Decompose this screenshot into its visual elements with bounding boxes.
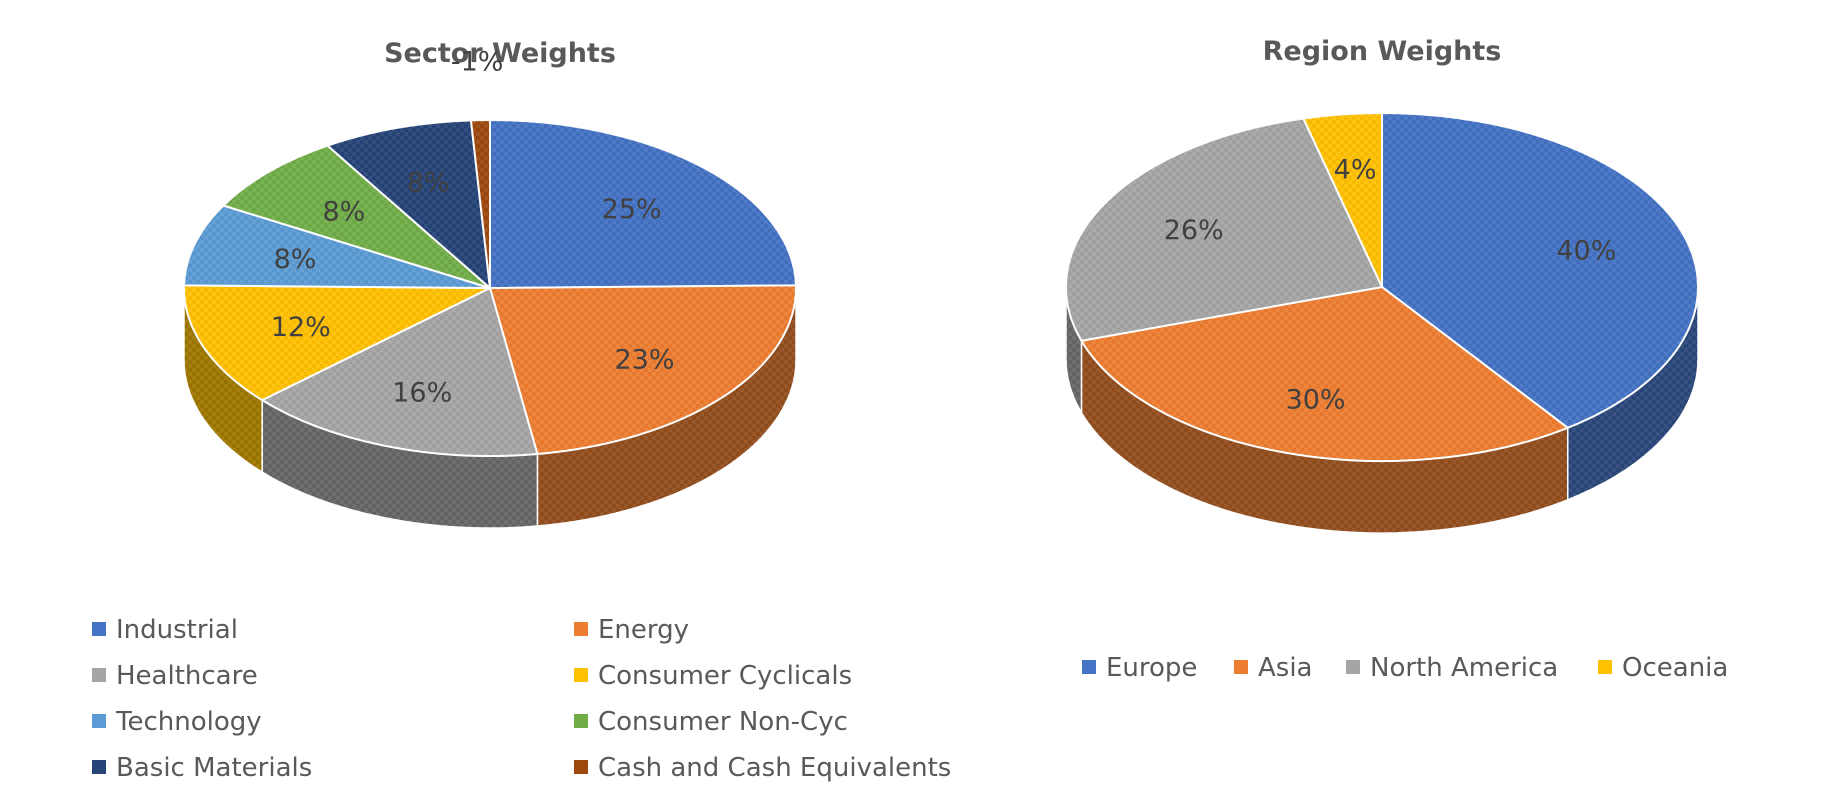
region-weights-slices: [1065, 111, 1699, 462]
legend-label-consumer-non-cyc: Consumer Non-Cyc: [598, 707, 848, 737]
legend-item-north-america: North America: [1346, 653, 1558, 683]
legend-swatch-consumer-cyclicals: [574, 668, 588, 682]
legend-label-industrial: Industrial: [116, 615, 238, 645]
sector-pie: 25%23%16%12%8%8%8%-1%: [183, 46, 797, 529]
slice-texture-consumer-non-cyc: [223, 145, 491, 288]
legend-item-asia: Asia: [1234, 653, 1313, 683]
legend-swatch-europe: [1082, 660, 1096, 674]
legend-label-europe: Europe: [1106, 653, 1197, 683]
region-weights-data-labels: 40% 30% 26% 4%: [1164, 155, 1617, 416]
slice-texture-oceania: [1303, 113, 1382, 287]
slice-texture-energy: [490, 285, 797, 454]
region-legend: Europe Asia North America Oceania: [1082, 653, 1728, 683]
legend-label-basic-materials: Basic Materials: [116, 753, 312, 783]
legend-swatch-north-america: [1346, 660, 1360, 674]
legend-swatch-basic-materials: [92, 760, 106, 774]
sector-weights-chart: Sector Weights 25%23%16%12%8%8%8%-1% Ind…: [92, 38, 951, 783]
data-label-cash-and-cash-equivalents: -1%: [451, 46, 504, 77]
legend-item-cash-and-cash-equivalents: Cash and Cash Equivalents: [574, 753, 951, 783]
legend-label-oceania: Oceania: [1622, 653, 1728, 683]
slice-texture-north-america: [1066, 118, 1382, 341]
legend-swatch-cash-and-cash-equivalents: [574, 760, 588, 774]
legend-label-energy: Energy: [598, 615, 689, 645]
sector-chart-title: Sector Weights: [384, 38, 616, 69]
legend-label-consumer-cyclicals: Consumer Cyclicals: [598, 661, 852, 691]
legend-swatch-consumer-non-cyc: [574, 714, 588, 728]
slice-texture-europe: [1382, 113, 1698, 428]
side-texture-energy: [537, 288, 796, 526]
legend-label-healthcare: Healthcare: [116, 661, 258, 691]
legend-item-basic-materials: Basic Materials: [92, 753, 312, 783]
legend-item-energy: Energy: [574, 615, 689, 645]
legend-swatch-asia: [1234, 660, 1248, 674]
data-label-europe: 40%: [1556, 235, 1616, 266]
data-label-basic-materials: 8%: [407, 167, 450, 198]
legend-label-asia: Asia: [1258, 653, 1313, 683]
slice-texture-asia: [1081, 287, 1568, 462]
legend-item-oceania: Oceania: [1598, 653, 1728, 683]
side-texture-north-america: [1066, 287, 1082, 413]
region-chart-title: Region Weights: [1263, 36, 1502, 67]
slice-texture-basic-materials: [327, 120, 490, 288]
data-label-consumer-non-cyc: 8%: [322, 196, 365, 227]
legend-swatch-energy: [574, 622, 588, 636]
data-label-technology: 8%: [274, 244, 317, 275]
side-texture-consumer-cyclicals: [184, 288, 263, 473]
side-texture-asia: [1081, 340, 1568, 533]
data-label-energy: 23%: [614, 344, 674, 375]
legend-swatch-industrial: [92, 622, 106, 636]
sector-weights-slices: [183, 118, 797, 457]
slice-texture-industrial: [490, 120, 796, 288]
data-label-consumer-cyclicals: 12%: [271, 312, 331, 343]
slice-texture-technology: [184, 205, 491, 288]
slice-texture-consumer-cyclicals: [184, 285, 490, 401]
legend-swatch-technology: [92, 714, 106, 728]
legend-label-north-america: North America: [1370, 653, 1558, 683]
data-label-industrial: 25%: [602, 194, 662, 225]
legend-item-consumer-non-cyc: Consumer Non-Cyc: [574, 707, 848, 737]
sector-legend: Industrial Energy Healthcare Consumer Cycli…: [92, 615, 951, 783]
legend-swatch-oceania: [1598, 660, 1612, 674]
data-label-oceania: 4%: [1334, 155, 1377, 186]
legend-label-cash-and-cash-equivalents: Cash and Cash Equivalents: [598, 753, 951, 783]
legend-item-industrial: Industrial: [92, 615, 238, 645]
legend-swatch-healthcare: [92, 668, 106, 682]
legend-item-healthcare: Healthcare: [92, 661, 258, 691]
legend-label-technology: Technology: [115, 707, 262, 737]
legend-item-europe: Europe: [1082, 653, 1197, 683]
data-label-healthcare: 16%: [392, 377, 452, 408]
data-label-north-america: 26%: [1164, 215, 1224, 246]
region-pie: 40% 30% 26% 4%: [1065, 111, 1699, 534]
legend-item-technology: Technology: [92, 707, 262, 737]
sector-weights-data-labels: 25%23%16%12%8%8%8%-1%: [271, 46, 675, 408]
slice-texture-healthcare: [262, 288, 538, 457]
legend-item-consumer-cyclicals: Consumer Cyclicals: [574, 661, 852, 691]
slice-texture-cash-and-cash-equivalents: [470, 120, 490, 288]
region-weights-chart: Region Weights 40% 30% 26% 4% Europe Asia Nor…: [1065, 36, 1728, 683]
data-label-asia: 30%: [1286, 385, 1346, 416]
